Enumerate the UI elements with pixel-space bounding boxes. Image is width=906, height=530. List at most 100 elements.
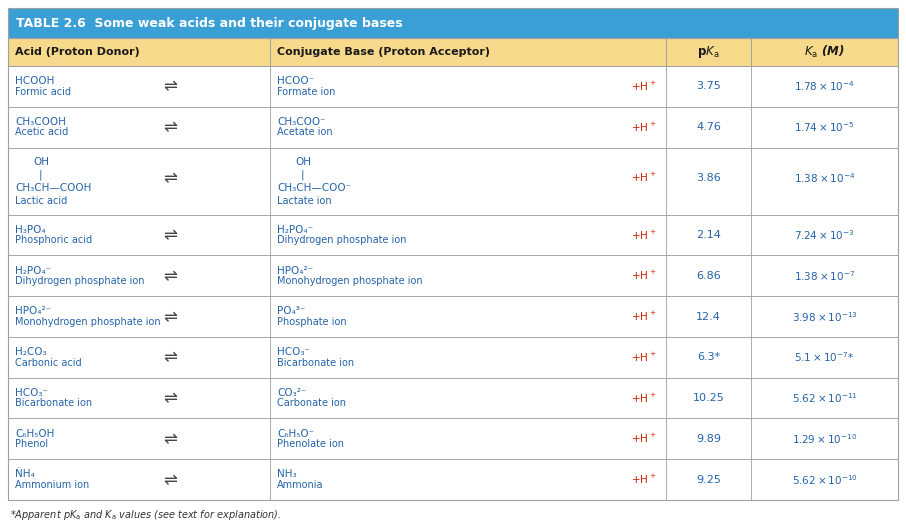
Text: Carbonic acid: Carbonic acid xyxy=(15,358,82,368)
Text: Acid (Proton Donor): Acid (Proton Donor) xyxy=(15,47,140,57)
Text: $7.24 \times 10^{-3}$: $7.24 \times 10^{-3}$ xyxy=(795,228,855,242)
Bar xyxy=(8,66,898,107)
Text: ⇌: ⇌ xyxy=(163,348,178,366)
Text: 12.4: 12.4 xyxy=(696,312,721,322)
Text: +H$^+$: +H$^+$ xyxy=(631,80,657,93)
Text: Lactic acid: Lactic acid xyxy=(15,196,67,206)
Text: Ammonia: Ammonia xyxy=(277,480,323,490)
Text: 2.14: 2.14 xyxy=(696,230,721,240)
Bar xyxy=(8,419,898,460)
Text: HCOO⁻: HCOO⁻ xyxy=(277,76,314,86)
Text: +H$^+$: +H$^+$ xyxy=(631,392,657,405)
Text: 6.3*: 6.3* xyxy=(697,352,720,363)
Text: 9.89: 9.89 xyxy=(696,434,721,444)
Text: HCO₃⁻: HCO₃⁻ xyxy=(15,388,48,398)
Text: CH₃COO⁻: CH₃COO⁻ xyxy=(277,117,325,127)
Text: 9.25: 9.25 xyxy=(696,475,721,484)
Text: +H$^+$: +H$^+$ xyxy=(631,269,657,282)
Text: ⇌: ⇌ xyxy=(163,169,178,187)
Text: Ammonium ion: Ammonium ion xyxy=(15,480,90,490)
Text: p$K_\mathrm{a}$: p$K_\mathrm{a}$ xyxy=(698,44,719,60)
Text: $1.78 \times 10^{-4}$: $1.78 \times 10^{-4}$ xyxy=(795,80,855,93)
Text: |: | xyxy=(301,169,304,180)
Bar xyxy=(8,337,898,378)
Text: Bicarbonate ion: Bicarbonate ion xyxy=(277,358,354,368)
Text: +H$^+$: +H$^+$ xyxy=(631,473,657,486)
Text: Carbonate ion: Carbonate ion xyxy=(277,399,346,409)
Text: HPO₄²⁻: HPO₄²⁻ xyxy=(15,306,51,316)
Text: H₃PO₄: H₃PO₄ xyxy=(15,225,45,235)
Text: Phenol: Phenol xyxy=(15,439,48,449)
Bar xyxy=(8,378,898,419)
Text: +H$^+$: +H$^+$ xyxy=(631,171,657,184)
Text: 6.86: 6.86 xyxy=(696,271,721,281)
Text: ⇌: ⇌ xyxy=(163,267,178,285)
Text: $K_\mathrm{a}$ (M): $K_\mathrm{a}$ (M) xyxy=(805,44,844,60)
Text: $5.62 \times 10^{-10}$: $5.62 \times 10^{-10}$ xyxy=(792,473,857,487)
Text: C₆H₅O⁻: C₆H₅O⁻ xyxy=(277,429,314,439)
Text: CH₃COOH: CH₃COOH xyxy=(15,117,66,127)
Text: 3.86: 3.86 xyxy=(696,173,721,183)
Text: 3.75: 3.75 xyxy=(696,82,721,91)
Text: H₂PO₄⁻: H₂PO₄⁻ xyxy=(15,266,51,276)
Text: C₆H₅OH: C₆H₅OH xyxy=(15,429,54,439)
Bar xyxy=(8,107,898,147)
Bar xyxy=(8,8,898,38)
Text: Lactate ion: Lactate ion xyxy=(277,196,332,206)
Text: H₂CO₃: H₂CO₃ xyxy=(15,347,46,357)
Text: $3.98 \times 10^{-13}$: $3.98 \times 10^{-13}$ xyxy=(792,310,857,323)
Text: *Apparent p$K_\mathrm{a}$ and $K_\mathrm{a}$ values (see text for explanation).: *Apparent p$K_\mathrm{a}$ and $K_\mathrm… xyxy=(10,508,282,522)
Text: Phenolate ion: Phenolate ion xyxy=(277,439,344,449)
Text: Formate ion: Formate ion xyxy=(277,87,335,96)
Text: Acetic acid: Acetic acid xyxy=(15,127,68,137)
Text: HPO₄²⁻: HPO₄²⁻ xyxy=(277,266,313,276)
Text: NH₃: NH₃ xyxy=(277,470,296,479)
Text: +H$^+$: +H$^+$ xyxy=(631,351,657,364)
Bar xyxy=(8,38,898,66)
Text: H₂PO₄⁻: H₂PO₄⁻ xyxy=(277,225,313,235)
Text: ⇌: ⇌ xyxy=(163,307,178,325)
Text: Bicarbonate ion: Bicarbonate ion xyxy=(15,399,92,409)
Bar xyxy=(8,255,898,296)
Text: $1.29 \times 10^{-10}$: $1.29 \times 10^{-10}$ xyxy=(792,432,857,446)
Text: ⇌: ⇌ xyxy=(163,471,178,489)
Bar xyxy=(8,460,898,500)
Text: +H$^+$: +H$^+$ xyxy=(631,228,657,242)
Text: ⇌: ⇌ xyxy=(163,118,178,136)
Text: Dihydrogen phosphate ion: Dihydrogen phosphate ion xyxy=(15,276,144,286)
Bar xyxy=(8,296,898,337)
Text: ṄH₄: ṄH₄ xyxy=(15,470,34,479)
Text: $1.38 \times 10^{-4}$: $1.38 \times 10^{-4}$ xyxy=(794,171,855,184)
Bar xyxy=(8,215,898,255)
Text: |: | xyxy=(39,169,43,180)
Text: +H$^+$: +H$^+$ xyxy=(631,432,657,445)
Text: HCOOH: HCOOH xyxy=(15,76,54,86)
Text: OH: OH xyxy=(33,157,49,167)
Bar xyxy=(8,8,898,38)
Text: Formic acid: Formic acid xyxy=(15,87,71,96)
Text: $1.38 \times 10^{-7}$: $1.38 \times 10^{-7}$ xyxy=(794,269,855,283)
Text: CH₃CH—COO⁻: CH₃CH—COO⁻ xyxy=(277,183,352,193)
Text: +H$^+$: +H$^+$ xyxy=(631,310,657,323)
Text: PO₄³⁻: PO₄³⁻ xyxy=(277,306,305,316)
Text: HCO₃⁻: HCO₃⁻ xyxy=(277,347,310,357)
Text: $5.62 \times 10^{-11}$: $5.62 \times 10^{-11}$ xyxy=(792,391,857,405)
Text: $5.1 \times 10^{-7}$*: $5.1 \times 10^{-7}$* xyxy=(795,350,854,364)
Text: Monohydrogen phosphate ion: Monohydrogen phosphate ion xyxy=(277,276,422,286)
Text: Conjugate Base (Proton Acceptor): Conjugate Base (Proton Acceptor) xyxy=(277,47,490,57)
Bar xyxy=(8,38,898,500)
Text: ⇌: ⇌ xyxy=(163,389,178,407)
Text: ⇌: ⇌ xyxy=(163,226,178,244)
Text: CO₃²⁻: CO₃²⁻ xyxy=(277,388,306,398)
Text: Phosphate ion: Phosphate ion xyxy=(277,317,347,327)
Text: 4.76: 4.76 xyxy=(696,122,721,132)
Text: Monohydrogen phosphate ion: Monohydrogen phosphate ion xyxy=(15,317,160,327)
Text: ⇌: ⇌ xyxy=(163,77,178,95)
Bar xyxy=(8,147,898,215)
Text: 10.25: 10.25 xyxy=(692,393,725,403)
Text: $1.74 \times 10^{-5}$: $1.74 \times 10^{-5}$ xyxy=(795,120,854,134)
Text: TABLE 2.6  Some weak acids and their conjugate bases: TABLE 2.6 Some weak acids and their conj… xyxy=(16,16,402,30)
Text: Dihydrogen phosphate ion: Dihydrogen phosphate ion xyxy=(277,235,407,245)
Text: Acetate ion: Acetate ion xyxy=(277,127,333,137)
Text: +H$^+$: +H$^+$ xyxy=(631,121,657,134)
